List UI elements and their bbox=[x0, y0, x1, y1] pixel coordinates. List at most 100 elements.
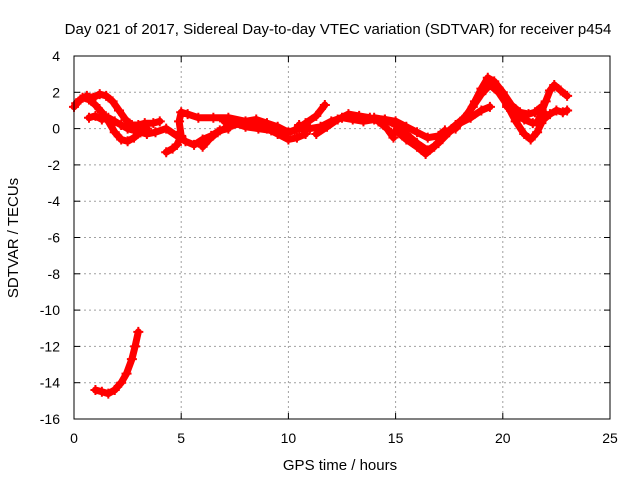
data-point bbox=[133, 326, 144, 337]
data-point bbox=[116, 134, 127, 145]
data-point bbox=[161, 123, 172, 134]
chart-title: Day 021 of 2017, Sidereal Day-to-day VTE… bbox=[65, 21, 612, 38]
data-point bbox=[122, 123, 133, 134]
series-arc-14 bbox=[90, 326, 144, 399]
data-point bbox=[291, 132, 302, 143]
data-point bbox=[176, 107, 187, 118]
data-point bbox=[84, 112, 95, 123]
data-point bbox=[311, 129, 322, 140]
x-tick-label: 5 bbox=[177, 430, 185, 446]
data-point bbox=[174, 116, 185, 127]
data-point bbox=[482, 72, 493, 83]
data-point bbox=[109, 116, 120, 127]
data-point bbox=[96, 114, 107, 125]
data-point bbox=[253, 123, 264, 134]
data-point bbox=[544, 85, 555, 96]
data-point bbox=[343, 109, 354, 120]
y-axis-label: SDTVAR / TECUs bbox=[5, 178, 22, 298]
data-point bbox=[197, 141, 208, 152]
data-point bbox=[476, 105, 487, 116]
y-tick-label: 2 bbox=[52, 84, 60, 100]
data-point bbox=[103, 388, 114, 399]
data-point bbox=[562, 90, 573, 101]
y-tick-label: -14 bbox=[40, 375, 60, 391]
data-point bbox=[204, 134, 215, 145]
data-point bbox=[121, 368, 132, 379]
data-point bbox=[219, 116, 230, 127]
data-point bbox=[109, 384, 120, 395]
data-point bbox=[379, 114, 390, 125]
data-point bbox=[154, 116, 165, 127]
data-point bbox=[311, 110, 322, 121]
data-point bbox=[109, 127, 120, 138]
y-tick-label: -2 bbox=[48, 157, 61, 173]
data-point bbox=[189, 139, 200, 150]
data-point bbox=[193, 112, 204, 123]
data-point bbox=[484, 80, 495, 91]
data-point bbox=[555, 85, 566, 96]
data-point bbox=[90, 384, 101, 395]
data-point bbox=[525, 134, 536, 145]
data-point bbox=[208, 112, 219, 123]
y-tick-label: 4 bbox=[52, 48, 60, 64]
data-point bbox=[114, 105, 125, 116]
data-point bbox=[523, 109, 534, 120]
data-point bbox=[551, 105, 562, 116]
data-point bbox=[382, 123, 393, 134]
data-point bbox=[84, 94, 95, 105]
data-point bbox=[148, 118, 159, 129]
data-point bbox=[150, 127, 161, 138]
data-point bbox=[107, 96, 118, 107]
series-arc-13 bbox=[532, 80, 573, 129]
data-point bbox=[369, 112, 380, 123]
data-point bbox=[129, 125, 140, 136]
y-tick-label: -8 bbox=[48, 266, 61, 282]
data-point bbox=[412, 141, 423, 152]
data-point bbox=[549, 80, 560, 91]
data-point bbox=[94, 89, 105, 100]
data-point bbox=[467, 101, 478, 112]
data-point bbox=[71, 98, 82, 109]
data-point bbox=[420, 149, 431, 160]
data-point bbox=[141, 129, 152, 140]
data-point bbox=[116, 119, 127, 130]
data-point bbox=[532, 127, 543, 138]
y-tick-label: -10 bbox=[40, 302, 60, 318]
data-point bbox=[289, 125, 300, 136]
data-point bbox=[388, 132, 399, 143]
data-point bbox=[493, 87, 504, 98]
axis-ticks: 0 5 10 15 20 25 -16 -14 -12 -10 -8 -6 -4 -2 0 2 4 bbox=[40, 48, 618, 446]
data-point bbox=[171, 139, 182, 150]
x-tick-label: 0 bbox=[70, 430, 78, 446]
data-point bbox=[101, 90, 112, 101]
data-point bbox=[77, 92, 88, 103]
data-point bbox=[412, 127, 423, 138]
data-point bbox=[532, 118, 543, 129]
data-point bbox=[229, 118, 240, 129]
data-point bbox=[130, 341, 141, 352]
data-point bbox=[126, 354, 137, 365]
data-point bbox=[390, 125, 401, 136]
data-point bbox=[450, 123, 461, 134]
data-point bbox=[279, 129, 290, 140]
data-point bbox=[332, 114, 343, 125]
data-point bbox=[459, 112, 470, 123]
data-point bbox=[96, 386, 107, 397]
data-point bbox=[429, 141, 440, 152]
data-point bbox=[484, 101, 495, 112]
series-arc-6 bbox=[219, 100, 330, 140]
data-point bbox=[544, 109, 555, 120]
data-point bbox=[120, 114, 131, 125]
data-point bbox=[116, 377, 127, 388]
y-tick-label: -4 bbox=[48, 193, 61, 209]
x-tick-label: 25 bbox=[602, 430, 618, 446]
x-axis-label: GPS time / hours bbox=[283, 457, 397, 474]
data-point bbox=[182, 109, 193, 120]
data-point bbox=[103, 112, 114, 123]
series-line bbox=[220, 101, 329, 138]
x-tick-label: 10 bbox=[281, 430, 297, 446]
data-point bbox=[439, 129, 450, 140]
data-point bbox=[536, 107, 547, 118]
